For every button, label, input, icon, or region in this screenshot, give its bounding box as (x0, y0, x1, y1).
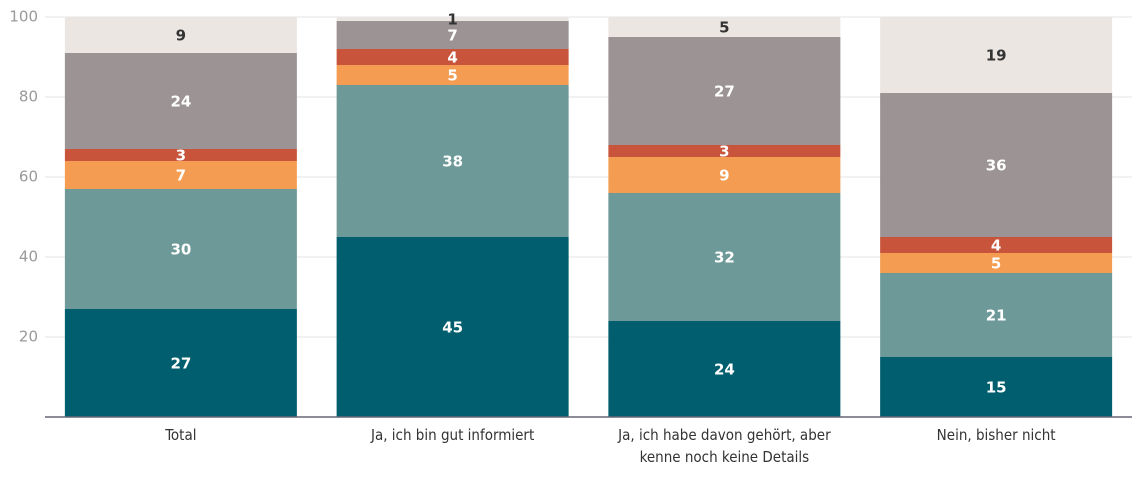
bar-segment (64, 309, 297, 417)
data-label: 36 (986, 157, 1007, 175)
x-label-box: Nein, bisher nicht (936, 426, 1056, 444)
data-label: 32 (714, 249, 735, 267)
x-tick-label: Nein, bisher nicht (936, 426, 1056, 444)
bar-segment (608, 193, 841, 321)
data-label: 3 (176, 147, 186, 165)
data-label: 5 (447, 67, 457, 85)
x-tick-label: Ja, ich bin gut informiert (370, 426, 535, 444)
bar-segment (336, 85, 569, 237)
bar-segment (64, 149, 297, 161)
bar-segment (336, 21, 569, 49)
bar-segment (608, 145, 841, 157)
x-label-box: Ja, ich habe davon gehört, aber kenne no… (618, 426, 831, 466)
x-tick-label: Ja, ich habe davon gehört, aber kenne no… (618, 426, 831, 466)
data-label: 1 (447, 11, 457, 29)
bar-segment (608, 17, 841, 37)
y-tick-label: 40 (19, 248, 38, 266)
data-label: 9 (719, 167, 729, 185)
bar-segment (608, 37, 841, 145)
bar-segment (880, 93, 1113, 237)
data-label: 27 (714, 83, 735, 101)
data-label: 15 (986, 379, 1007, 397)
data-label: 27 (170, 355, 191, 373)
bar-segment (880, 357, 1113, 417)
bar-segment (64, 161, 297, 189)
data-label: 3 (719, 143, 729, 161)
bar-segment (880, 273, 1113, 357)
bar-segment (336, 237, 569, 417)
data-label: 24 (714, 361, 735, 379)
data-label: 21 (986, 307, 1007, 325)
y-tick-label: 20 (19, 328, 38, 346)
y-tick-label: 60 (19, 168, 38, 186)
data-label: 4 (447, 49, 457, 67)
data-label: 38 (442, 153, 463, 171)
y-tick-label: 80 (19, 88, 38, 106)
bar-segment (880, 17, 1113, 93)
bar-segment (608, 157, 841, 193)
bar-segment (336, 17, 569, 21)
data-label: 7 (447, 27, 457, 45)
data-label: 30 (170, 241, 191, 259)
data-label: 4 (991, 237, 1001, 255)
bar-segment (336, 49, 569, 65)
y-tick-label: 100 (9, 8, 38, 26)
data-label: 5 (991, 255, 1001, 273)
bar-segment (64, 189, 297, 309)
data-label: 24 (170, 93, 191, 111)
bar-segment (880, 253, 1113, 273)
data-label: 19 (986, 47, 1007, 65)
data-label: 9 (176, 27, 186, 45)
bar-segment (64, 17, 297, 53)
data-label: 45 (442, 319, 463, 337)
bar-segment (880, 237, 1113, 253)
bar-segment (64, 53, 297, 149)
bar-segment (608, 321, 841, 417)
data-label: 5 (719, 19, 729, 37)
x-label-box: Total (165, 426, 197, 444)
bar-segment (336, 65, 569, 85)
x-label-box: Ja, ich bin gut informiert (370, 426, 535, 444)
x-tick-label: Total (165, 426, 197, 444)
data-label: 7 (176, 167, 186, 185)
